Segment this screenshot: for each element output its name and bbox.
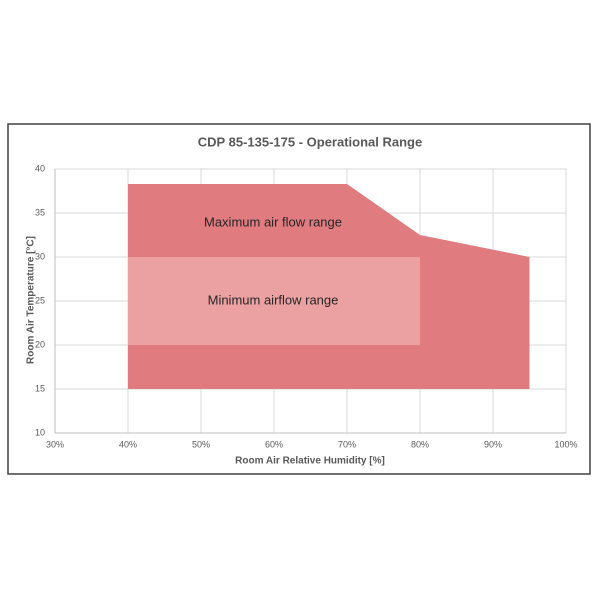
range-area <box>128 257 420 345</box>
y-tick-label: 40 <box>35 163 45 173</box>
x-tick-label: 40% <box>119 439 137 449</box>
x-tick-label: 70% <box>338 439 356 449</box>
y-tick-label: 25 <box>35 295 45 305</box>
chart-title: CDP 85-135-175 - Operational Range <box>198 134 422 149</box>
x-axis-title: Room Air Relative Humidity [%] <box>235 456 385 467</box>
range-label: Maximum air flow range <box>204 214 342 229</box>
y-axis-title: Room Air Temperature [°C] <box>26 236 37 364</box>
y-tick-label: 35 <box>35 207 45 217</box>
x-tick-label: 30% <box>46 439 64 449</box>
y-tick-label: 10 <box>35 427 45 437</box>
y-tick-label: 30 <box>35 251 45 261</box>
y-tick-label: 20 <box>35 339 45 349</box>
range-label: Minimum airflow range <box>208 292 339 307</box>
x-tick-label: 60% <box>265 439 283 449</box>
x-tick-label: 100% <box>554 439 577 449</box>
y-tick-label: 15 <box>35 383 45 393</box>
x-tick-label: 90% <box>484 439 502 449</box>
x-tick-label: 80% <box>411 439 429 449</box>
x-tick-label: 50% <box>192 439 210 449</box>
